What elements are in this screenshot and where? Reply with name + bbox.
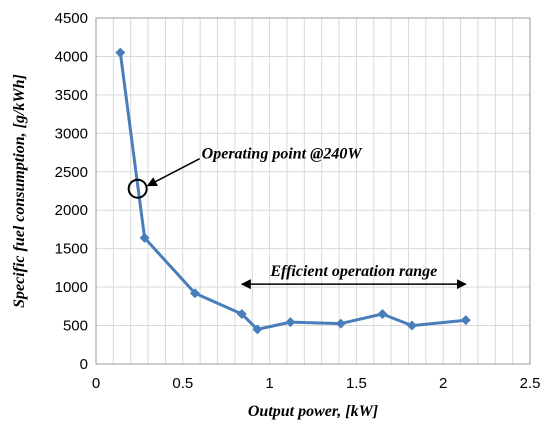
- data-series: [115, 47, 471, 335]
- y-tick-label: 4500: [55, 10, 88, 27]
- y-tick-label: 2500: [55, 164, 88, 181]
- x-tick-label: 2.5: [520, 375, 541, 392]
- x-axis-title: Output power, [kW]: [248, 403, 378, 420]
- data-point-marker: [189, 288, 200, 299]
- y-tick-label: 500: [63, 318, 88, 335]
- y-tick-label: 4000: [55, 48, 88, 65]
- y-tick-label: 3000: [55, 125, 88, 142]
- series-line: [118, 52, 466, 331]
- gridlines: [96, 17, 531, 364]
- y-tick-label: 3500: [55, 87, 88, 104]
- x-tick-label: 0: [92, 375, 100, 392]
- data-point-marker: [252, 324, 263, 335]
- operating-point-arrow: [146, 158, 201, 187]
- data-point-marker: [285, 317, 296, 328]
- x-tick-label: 1.5: [346, 375, 367, 392]
- annotations: Operating point @240W Efficient operatio…: [127, 146, 467, 290]
- plot-frame: [95, 17, 531, 365]
- data-point-marker: [460, 315, 471, 326]
- y-tick-label: 1000: [55, 279, 88, 296]
- data-point-marker: [406, 320, 417, 331]
- data-point-marker: [335, 318, 346, 329]
- operating-point-label: Operating point @240W: [202, 146, 364, 163]
- x-tick-label: 2: [439, 375, 447, 392]
- operating-point-circle: [127, 178, 148, 199]
- axes: 0 500 1000 1500 2000 2500 3000 3500 4000 4500 0 0.5…: [55, 10, 541, 392]
- y-tick-label: 0: [80, 356, 88, 373]
- x-tick-label: 1: [265, 375, 273, 392]
- y-axis-title: Specific fuel consumption, [g/kWh]: [11, 74, 28, 308]
- efficient-range-label: Efficient operation range: [269, 263, 437, 280]
- y-tick-label: 1500: [55, 241, 88, 258]
- data-point-marker: [139, 232, 150, 243]
- data-point-marker: [377, 309, 388, 320]
- data-point-marker: [236, 309, 247, 320]
- data-point-marker: [115, 47, 126, 58]
- y-tick-label: 2000: [55, 202, 88, 219]
- x-tick-label: 0.5: [172, 375, 193, 392]
